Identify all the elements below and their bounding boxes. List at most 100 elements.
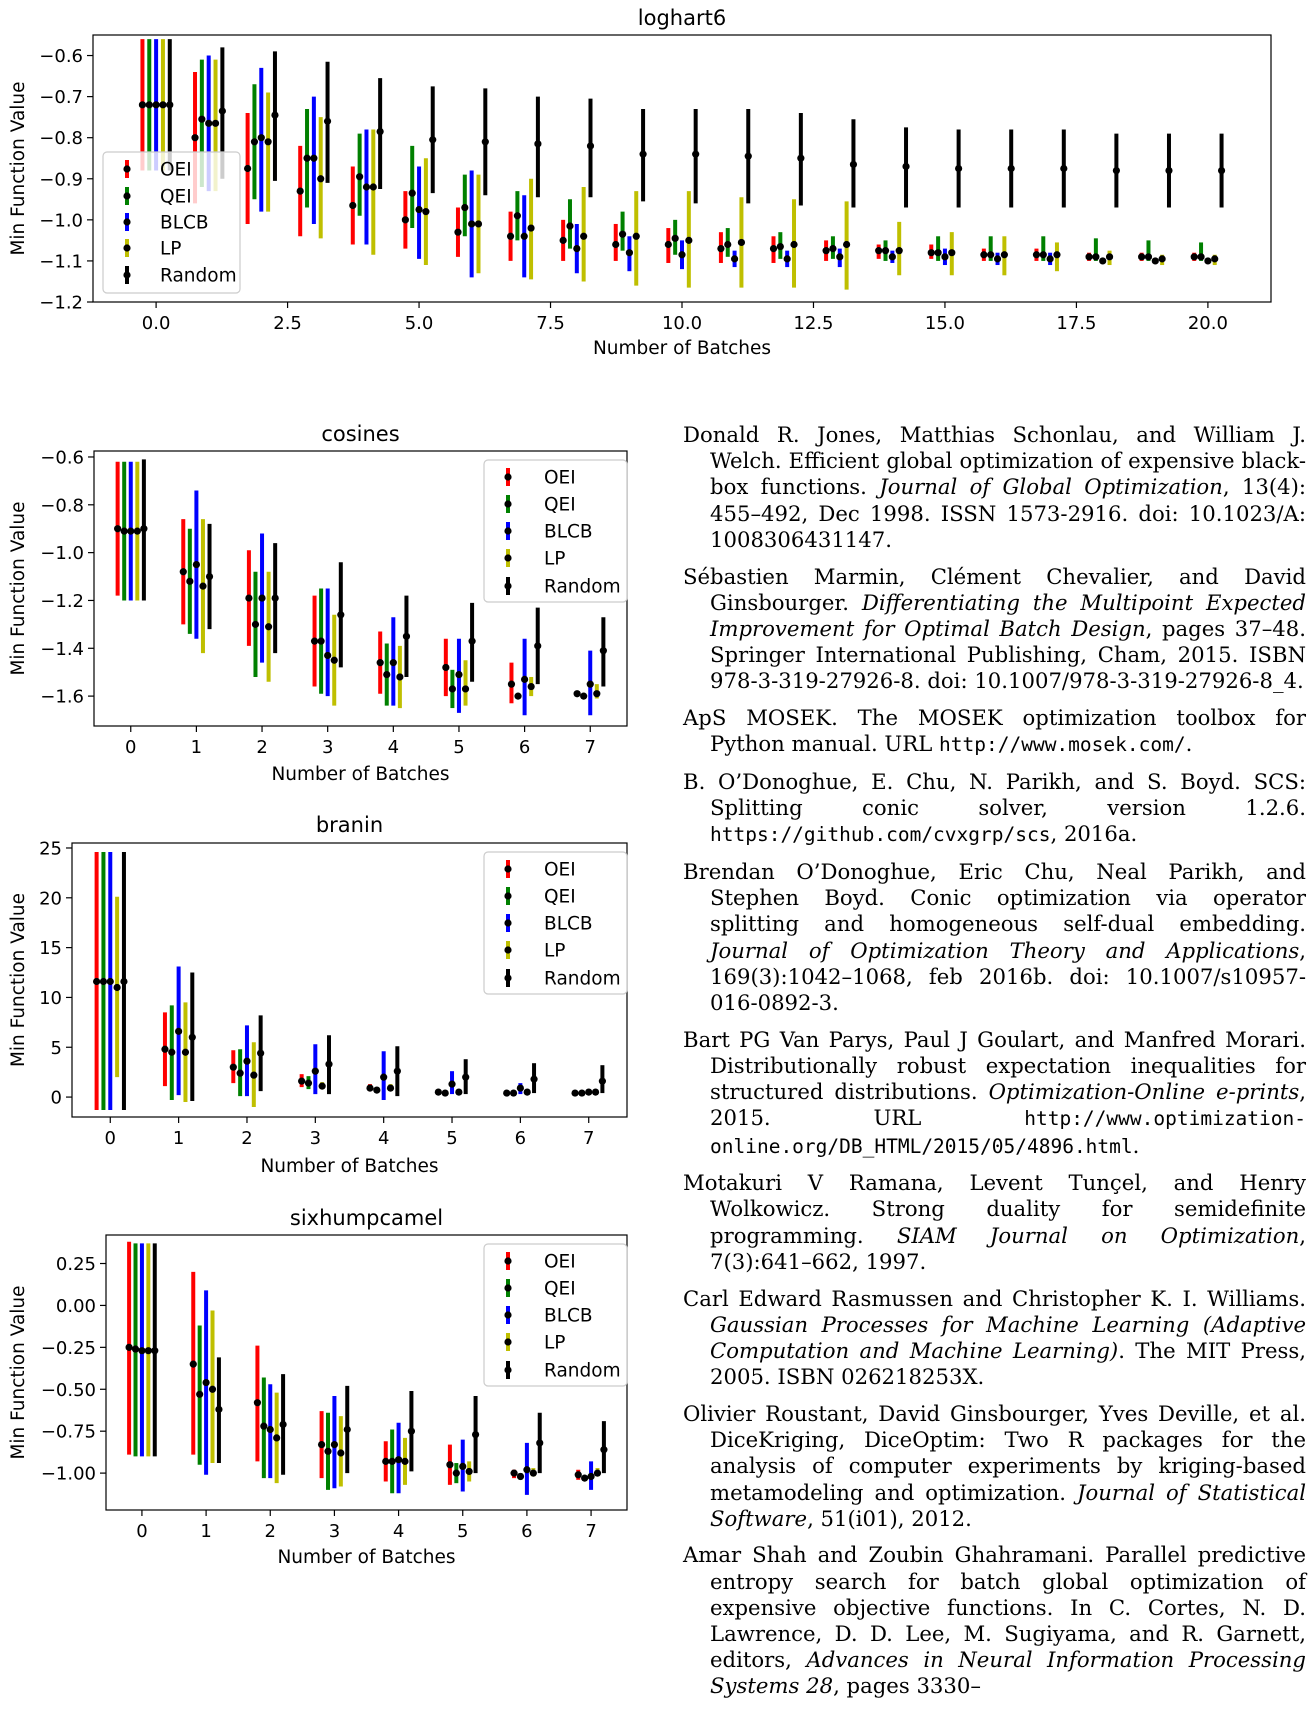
mean-point bbox=[527, 682, 535, 691]
mean-point bbox=[527, 224, 535, 232]
mean-point bbox=[790, 240, 798, 249]
mean-point bbox=[717, 245, 725, 253]
x-tick-label: 10.0 bbox=[662, 313, 702, 334]
y-tick-label: −0.25 bbox=[41, 1338, 96, 1359]
x-tick-label: 6 bbox=[515, 1128, 526, 1149]
mean-point bbox=[530, 1075, 538, 1083]
mean-point bbox=[393, 1067, 401, 1075]
y-tick-label: −0.8 bbox=[40, 495, 84, 516]
mean-point bbox=[664, 240, 672, 249]
y-tick-label: 0.25 bbox=[56, 1254, 96, 1275]
legend-label: QEI bbox=[544, 1279, 576, 1300]
mean-point bbox=[337, 1449, 345, 1457]
mean-point bbox=[152, 101, 160, 109]
series-QEI bbox=[131, 1243, 589, 1494]
x-axis-label: Number of Batches bbox=[271, 764, 449, 785]
reference-url[interactable]: https://github.com/cvxgrp/scs bbox=[710, 823, 1051, 847]
mean-point bbox=[566, 222, 574, 230]
mean-point bbox=[215, 1405, 223, 1413]
y-tick-label: −0.6 bbox=[39, 46, 83, 67]
y-tick-label: 20 bbox=[39, 888, 62, 909]
mean-point bbox=[199, 582, 207, 590]
mean-point bbox=[304, 1079, 313, 1087]
mean-point bbox=[401, 1457, 409, 1465]
chart-loghart6: loghart6 Number of Batches Min Function Va… bbox=[8, 6, 1272, 359]
mean-point bbox=[189, 1360, 197, 1368]
legend-label: QEI bbox=[544, 887, 576, 908]
mean-point bbox=[1158, 255, 1166, 263]
mean-point bbox=[586, 680, 594, 688]
legend-label: LP bbox=[544, 941, 565, 962]
mean-point bbox=[836, 253, 844, 261]
legend-label: BLCB bbox=[544, 522, 593, 543]
mean-point bbox=[987, 251, 995, 259]
x-tick-label: 2 bbox=[256, 737, 267, 758]
reference-text: , pages 3330– bbox=[833, 1673, 981, 1699]
mean-point bbox=[506, 232, 515, 240]
mean-point bbox=[573, 690, 581, 698]
x-tick-label: 1 bbox=[200, 1521, 211, 1542]
mean-point bbox=[571, 1089, 579, 1097]
mean-point bbox=[250, 1071, 258, 1079]
mean-point bbox=[600, 1446, 608, 1454]
reference-text: Motakuri V Ramana, Levent Tunçel, and He… bbox=[683, 1170, 1306, 1248]
reference-entry: ApS MOSEK. The MOSEK optimization toolbo… bbox=[683, 705, 1306, 758]
chart-cosines: cosines Number of Batches Min Function Val… bbox=[8, 422, 628, 785]
reference-url[interactable]: http://www.optimization-online.org/DB_HT… bbox=[710, 1107, 1306, 1158]
y-tick-label: −0.8 bbox=[39, 128, 83, 149]
reference-venue: Differentiating the Multipoint Expected … bbox=[710, 589, 1306, 641]
y-axis-label: Min Function Value bbox=[8, 1285, 29, 1459]
series-OEI bbox=[125, 1241, 582, 1485]
mean-point bbox=[114, 525, 122, 533]
reference-entry: Olivier Roustant, David Ginsbourger, Yve… bbox=[683, 1401, 1306, 1532]
y-tick-label: −1.0 bbox=[40, 543, 84, 564]
mean-point bbox=[407, 1427, 416, 1435]
mean-point bbox=[323, 117, 332, 125]
y-axis-label: Min Function Value bbox=[8, 81, 29, 255]
mean-point bbox=[303, 154, 311, 162]
mean-point bbox=[318, 1082, 326, 1090]
x-tick-label: 7 bbox=[585, 1521, 596, 1542]
mean-point bbox=[279, 1420, 287, 1429]
mean-point bbox=[1053, 251, 1061, 259]
reference-url[interactable]: http://www.mosek.com/ bbox=[939, 733, 1186, 757]
reference-entry: Carl Edward Rasmussen and Christopher K.… bbox=[683, 1286, 1306, 1391]
mean-point bbox=[422, 208, 430, 216]
legend-marker bbox=[504, 1311, 512, 1319]
mean-point bbox=[685, 236, 693, 244]
legend-label: QEI bbox=[544, 495, 576, 516]
mean-point bbox=[507, 680, 516, 688]
mean-point bbox=[461, 685, 470, 693]
x-tick-label: 5.0 bbox=[405, 313, 434, 334]
reference-text: B. O’Donoghue, E. Chu, N. Parikh, and S.… bbox=[683, 768, 1306, 821]
x-tick-label: 6 bbox=[521, 1521, 532, 1542]
mean-point bbox=[513, 212, 521, 220]
mean-point bbox=[441, 1089, 449, 1097]
mean-point bbox=[639, 150, 647, 158]
x-tick-label: 1 bbox=[173, 1128, 184, 1149]
mean-point bbox=[523, 1466, 531, 1474]
mean-point bbox=[599, 647, 607, 655]
reference-entry: B. O’Donoghue, E. Chu, N. Parikh, and S.… bbox=[683, 769, 1306, 849]
x-tick-label: 0 bbox=[125, 737, 136, 758]
mean-point bbox=[179, 568, 187, 576]
mean-point bbox=[632, 232, 640, 240]
reference-entry: Donald R. Jones, Matthias Schonlau, and … bbox=[683, 422, 1306, 553]
reference-text: , 13(4): 455–492, Dec 1998. ISSN 1573-29… bbox=[710, 474, 1306, 552]
x-tick-label: 2 bbox=[265, 1521, 276, 1542]
mean-point bbox=[138, 101, 147, 109]
mean-point bbox=[369, 183, 377, 191]
mean-point bbox=[955, 164, 963, 173]
series-OEI bbox=[114, 461, 581, 704]
series-QEI bbox=[145, 39, 1205, 261]
mean-point bbox=[415, 205, 423, 214]
series-QEI bbox=[99, 851, 586, 1111]
mean-point bbox=[516, 1084, 524, 1092]
mean-point bbox=[730, 255, 739, 263]
x-axis-label: Number of Batches bbox=[260, 1156, 438, 1177]
mean-point bbox=[317, 175, 325, 183]
y-tick-label: −1.0 bbox=[39, 210, 83, 231]
mean-point bbox=[394, 1456, 403, 1464]
reference-text: , pages 37–48. Springer International Pu… bbox=[710, 615, 1306, 694]
mean-point bbox=[229, 1063, 237, 1071]
